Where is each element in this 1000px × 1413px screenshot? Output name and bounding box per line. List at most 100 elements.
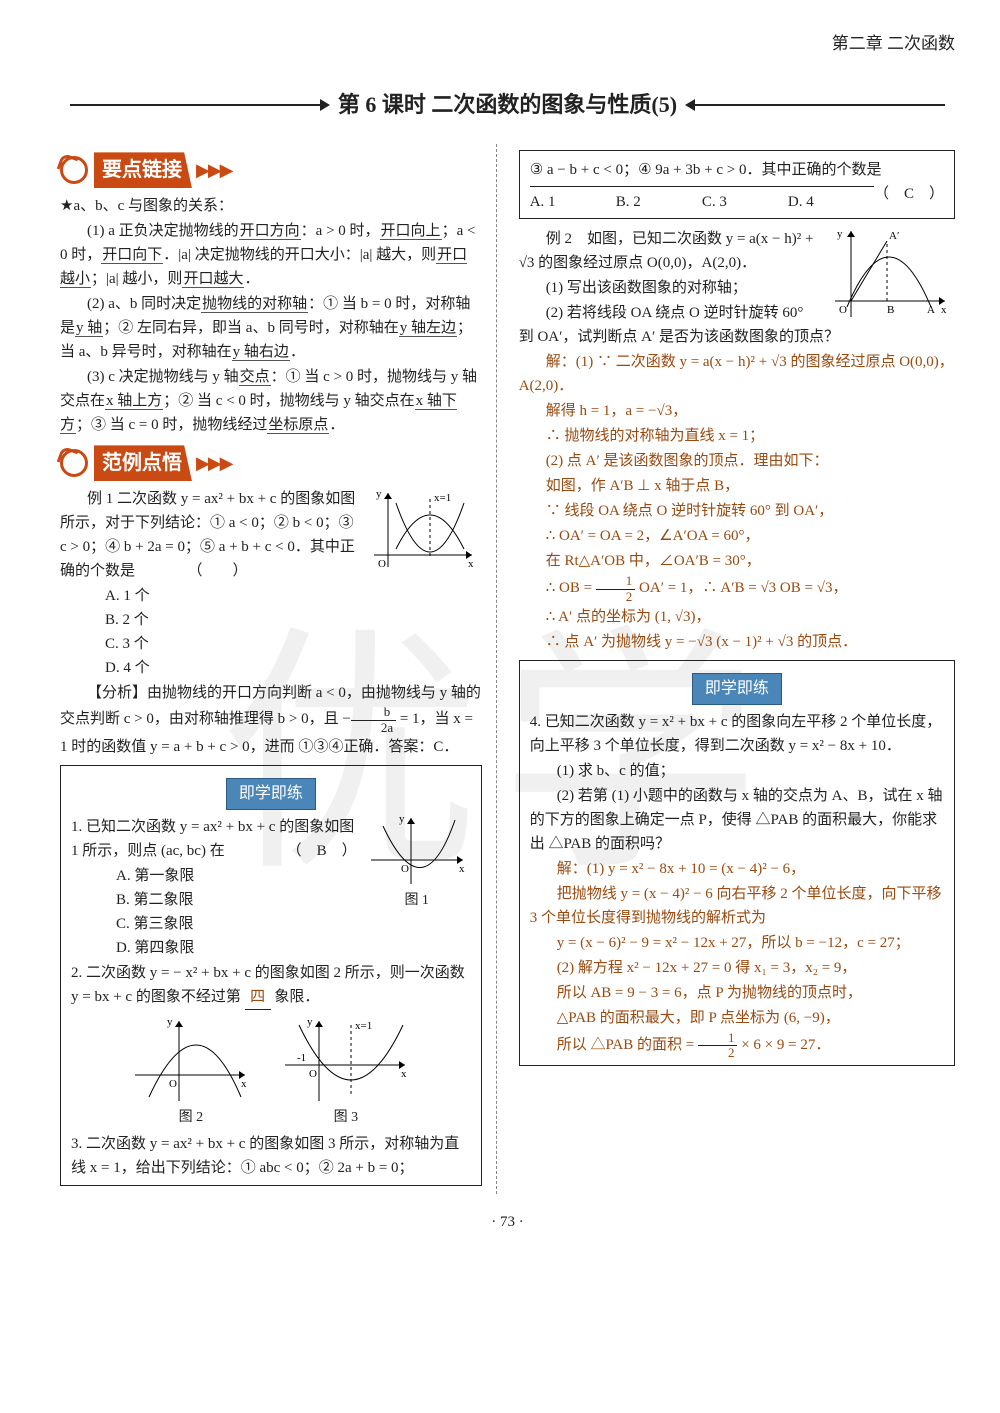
svg-text:y: y bbox=[399, 814, 405, 825]
s7: ∴ OA′ = OA = 2，∠A′OA = 60°， bbox=[519, 524, 955, 548]
a7: 所以 △PAB 的面积 = 12 × 6 × 9 = 27． bbox=[530, 1031, 944, 1061]
ex1-analysis: 【分析】由抛物线的开口方向判断 a < 0，由抛物线与 y 轴的交点判断 c >… bbox=[60, 681, 482, 759]
q1-ans: （ B ） bbox=[287, 839, 357, 863]
s5: 如图，作 A′B ⊥ x 轴于点 B， bbox=[519, 474, 955, 498]
fig2: Ox y 图 2 bbox=[131, 1017, 251, 1129]
hand-9: y 轴右边 bbox=[232, 344, 290, 361]
q3-opts: A. 1 B. 2 C. 3 D. 4 bbox=[530, 186, 874, 214]
fig2-fig3: Ox y 图 2 Ox y x=1 -1 bbox=[71, 1011, 471, 1131]
examples-header: 范例点悟 ▶▶▶ bbox=[60, 445, 482, 481]
kp3-a: (3) c 决定抛物线与 y 轴 bbox=[87, 369, 239, 385]
a7a: 所以 △PAB 的面积 = bbox=[557, 1037, 698, 1053]
kp1-e: ；|a| 越小，则 bbox=[91, 271, 182, 287]
q3-cont-text: ③ a − b + c < 0；④ 9a + 3b + c > 0．其中正确的个… bbox=[530, 162, 882, 178]
ex1-opt-c: C. 3 个 bbox=[105, 632, 482, 656]
svg-text:O: O bbox=[378, 558, 386, 570]
s10: ∴ A′ 点的坐标为 (1, √3)， bbox=[519, 605, 955, 629]
fig3-cap: 图 3 bbox=[281, 1107, 411, 1129]
q3-cont: ③ a − b + c < 0；④ 9a + 3b + c > 0．其中正确的个… bbox=[530, 158, 944, 182]
kp1: (1) a 正负决定抛物线的开口方向：a > 0 时，开口向上；a < 0 时，… bbox=[60, 219, 482, 291]
svg-text:y: y bbox=[167, 1017, 173, 1028]
ex1-graph: Oxy x=1 bbox=[368, 487, 478, 573]
practice-box-2: 即学即练 4. 已知二次函数 y = x² + bx + c 的图象向左平移 2… bbox=[519, 660, 955, 1066]
sol-1: 解：(1) ∵ 二次函数 y = a(x − h)² + √3 的图象经过原点 … bbox=[519, 350, 955, 398]
q2: 2. 二次函数 y = − x² + bx + c 的图象如图 2 所示，则一次… bbox=[71, 961, 471, 1010]
sol-label2: 解： bbox=[557, 861, 587, 877]
deco-right bbox=[687, 104, 945, 106]
s4: (2) 点 A′ 是该函数图象的顶点．理由如下： bbox=[519, 449, 955, 473]
star-line: ★a、b、c 与图象的关系： bbox=[60, 194, 482, 218]
svg-text:y: y bbox=[307, 1017, 313, 1028]
svg-text:x: x bbox=[401, 1068, 407, 1080]
page: 第二章 二次函数 第 6 课时 二次函数的图象与性质(5) 要点链接 ▶▶▶ ★… bbox=[0, 0, 1000, 1254]
kp3: (3) c 决定抛物线与 y 轴交点：① 当 c > 0 时，抛物线与 y 轴交… bbox=[60, 365, 482, 437]
svg-text:x: x bbox=[468, 558, 474, 570]
svg-text:O: O bbox=[401, 863, 409, 875]
lesson-title: 第 6 课时 二次函数的图象与性质(5) bbox=[60, 87, 955, 122]
examples-title: 范例点悟 bbox=[94, 445, 192, 481]
q3-opt-d: D. 4 bbox=[788, 190, 874, 214]
q4-1: (1) 求 b、c 的值； bbox=[530, 759, 944, 783]
badge-icon bbox=[60, 449, 88, 477]
s2: 解得 h = 1，a = −√3， bbox=[519, 399, 955, 423]
a1: (1) y = x² − 8x + 10 = (x − 4)² − 6， bbox=[587, 861, 805, 877]
arrows-icon: ▶▶▶ bbox=[196, 156, 232, 185]
fig2-cap: 图 2 bbox=[131, 1107, 251, 1129]
two-column-layout: 要点链接 ▶▶▶ ★a、b、c 与图象的关系： (1) a 正负决定抛物线的开口… bbox=[60, 144, 955, 1194]
sol-label: 解： bbox=[546, 354, 576, 370]
a5: 所以 AB = 9 − 3 = 6，点 P 为抛物线的顶点时， bbox=[530, 981, 944, 1005]
svg-text:x=1: x=1 bbox=[355, 1020, 372, 1032]
s9: ∴ OB = 12 OA′ = 1，∴ A′B = √3 OB = √3， bbox=[519, 574, 955, 604]
hand-7: y 轴 bbox=[75, 320, 103, 337]
q3-opt-a: A. 1 bbox=[530, 190, 616, 214]
hand-10: 交点 bbox=[239, 369, 271, 386]
a4: (2) 解方程 x² − 12x + 27 = 0 得 x₁ = 3，x₂ = … bbox=[530, 956, 944, 980]
q3-opt-c: C. 3 bbox=[702, 190, 788, 214]
hand-13: 坐标原点 bbox=[267, 417, 329, 434]
q3-opt-b: B. 2 bbox=[616, 190, 702, 214]
deco-left bbox=[70, 104, 328, 106]
running-head: 第二章 二次函数 bbox=[60, 30, 955, 57]
kp3-c: ；② 当 c < 0 时，抛物线与 y 轴交点在 bbox=[163, 393, 414, 409]
s11: ∴ 点 A′ 为抛物线 y = −√3 (x − 1)² + √3 的顶点． bbox=[519, 630, 955, 654]
title-text: 第 6 课时 二次函数的图象与性质(5) bbox=[338, 87, 677, 122]
svg-text:x: x bbox=[459, 863, 465, 875]
hand-6: 抛物线的对称轴 bbox=[201, 296, 308, 313]
s6: ∵ 线段 OA 绕点 O 逆时针旋转 60° 到 OA′， bbox=[519, 499, 955, 523]
a-line: 解：(1) y = x² − 8x + 10 = (x − 4)² − 6， bbox=[530, 857, 944, 881]
s9a: ∴ OB = bbox=[546, 581, 596, 597]
a7b: × 6 × 9 = 27． bbox=[737, 1037, 830, 1053]
a3: y = (x − 6)² − 9 = x² − 12x + 27，所以 b = … bbox=[530, 931, 944, 955]
kp2: (2) a、b 同时决定抛物线的对称轴：① 当 b = 0 时，对称轴是y 轴；… bbox=[60, 292, 482, 364]
svg-text:-1: -1 bbox=[297, 1052, 306, 1064]
q3-continue-box: ③ a − b + c < 0；④ 9a + 3b + c > 0．其中正确的个… bbox=[519, 150, 955, 219]
q4-2: (2) 若第 (1) 小题中的函数与 x 轴的交点为 A、B，试在 x 轴的下方… bbox=[530, 784, 944, 856]
kp2-a: (2) a、b 同时决定 bbox=[87, 296, 201, 312]
svg-text:x: x bbox=[241, 1078, 247, 1090]
svg-text:A′: A′ bbox=[889, 230, 899, 242]
ex2-graph: Oxy AB A′ bbox=[831, 227, 951, 321]
kp1-d: ．|a| 决定抛物线的开口大小：|a| 越大，则 bbox=[163, 247, 436, 263]
svg-text:B: B bbox=[887, 304, 894, 316]
hand-8: y 轴左边 bbox=[399, 320, 457, 337]
fig1: Ox y 图 1 bbox=[367, 814, 467, 912]
hand-11: x 轴上方 bbox=[105, 393, 163, 410]
ex1-opt-d: D. 4 个 bbox=[105, 656, 482, 680]
ex1-opt-a: A. 1 个 bbox=[105, 584, 482, 608]
ex1-opts: A. 1 个 B. 2 个 C. 3 个 D. 4 个 bbox=[60, 584, 482, 680]
kp1-a: (1) a 正负决定抛物线的 bbox=[87, 223, 239, 239]
kp3-d: ；③ 当 c = 0 时，抛物线经过 bbox=[76, 417, 267, 433]
q1-opt-c: C. 第三象限 bbox=[116, 912, 471, 936]
fig1-cap: 图 1 bbox=[367, 890, 467, 912]
s3: ∴ 抛物线的对称轴为直线 x = 1； bbox=[519, 424, 955, 448]
a6: △PAB 的面积最大，即 P 点坐标为 (6, −9)， bbox=[530, 1006, 944, 1030]
right-column: ③ a − b + c < 0；④ 9a + 3b + c > 0．其中正确的个… bbox=[519, 144, 955, 1194]
practice-box-1: 即学即练 Oxy 图 1 1. 已知二次函数 y = ax² + bx + c … bbox=[60, 765, 482, 1186]
kp2-c: ；② 左同右异，即当 a、b 同号时，对称轴在 bbox=[103, 320, 398, 336]
svg-text:y: y bbox=[837, 228, 843, 240]
fig3: Oxy x=1 -1 图 3 bbox=[281, 1017, 411, 1129]
hand-5: 开口越大 bbox=[182, 271, 244, 288]
s9b: OA′ = 1，∴ A′B = √3 OB = √3， bbox=[635, 581, 847, 597]
svg-text:O: O bbox=[169, 1078, 177, 1090]
page-number: · 73 · bbox=[60, 1210, 955, 1234]
